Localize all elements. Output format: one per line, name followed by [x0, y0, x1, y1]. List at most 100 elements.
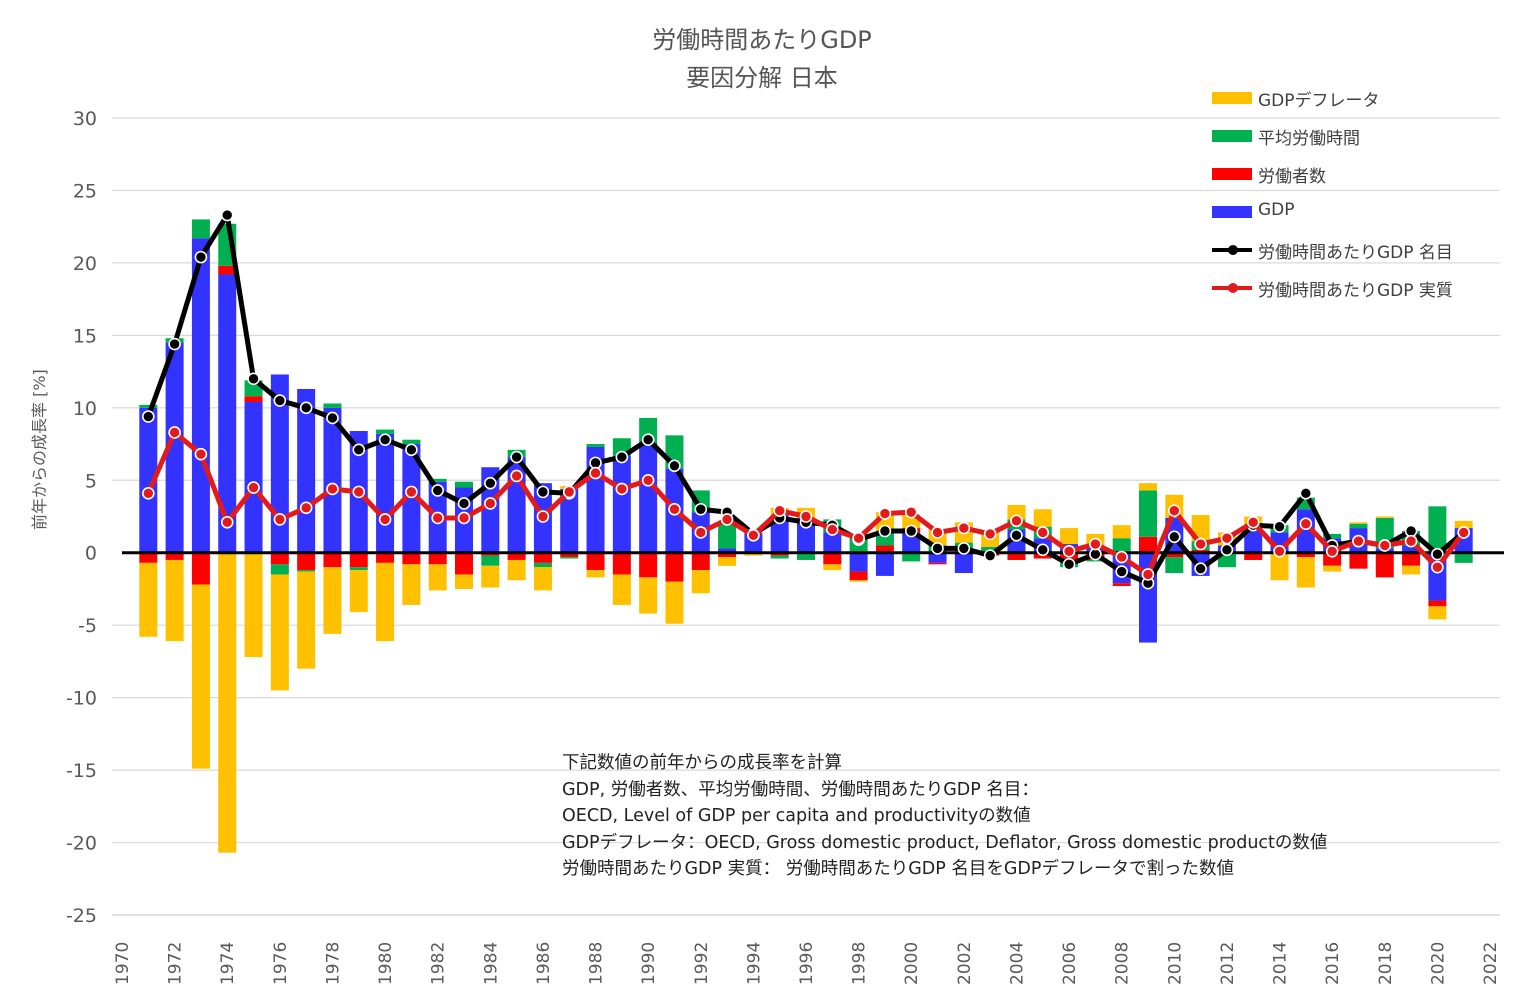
point-real [1404, 534, 1418, 548]
bar-deflator [1033, 509, 1052, 527]
note-line: OECD, Level of GDP per capita and produc… [562, 806, 1031, 826]
bar-deflator [1139, 483, 1157, 491]
source-note: 下記数値の前年からの成長率を計算 GDP, 労働者数、平均労働時間、労働時間あた… [562, 750, 1327, 883]
bar-deflator [191, 584, 210, 769]
point-real [773, 504, 786, 518]
x-tick-label: 1976 [271, 942, 291, 985]
y-tick-label: 0 [85, 543, 97, 565]
bar-workers [1296, 552, 1315, 558]
point-real [1325, 544, 1339, 558]
point-real [904, 505, 918, 519]
point-real [957, 521, 971, 535]
bar-deflator [718, 557, 737, 566]
bar-gdp [244, 402, 263, 553]
bar-deflator [612, 574, 631, 605]
bar-hours [428, 478, 447, 482]
point-real [983, 527, 997, 541]
bar-gdp [139, 407, 158, 553]
point-nominal [1431, 547, 1444, 561]
point-nominal [1273, 520, 1286, 533]
point-nominal [1194, 562, 1207, 575]
bar-workers [718, 552, 737, 558]
bar-workers [1165, 552, 1184, 558]
y-axis-label: 前年からの成長率 [%] [30, 369, 49, 530]
point-real [826, 523, 839, 536]
legend-item-workers: 労働者数 [1212, 160, 1512, 187]
bar-gdp [165, 342, 184, 553]
point-real [273, 513, 287, 526]
bar-gdp [270, 374, 289, 553]
bar-hours [586, 444, 605, 447]
bar-deflator [665, 581, 684, 624]
bar-workers [1244, 552, 1263, 560]
x-tick-label: 1996 [797, 942, 817, 985]
x-tick-label: 1978 [323, 942, 343, 985]
point-real [931, 526, 944, 539]
point-nominal [668, 459, 681, 473]
legend-marker-nominal [1228, 245, 1238, 255]
point-real [299, 501, 313, 515]
point-nominal [878, 524, 892, 538]
point-real [1299, 517, 1313, 531]
bar-hours [376, 429, 395, 434]
bar-workers [428, 552, 447, 565]
bar-hours [297, 570, 316, 572]
point-real [536, 510, 550, 523]
point-nominal [957, 542, 971, 555]
point-nominal [1062, 558, 1076, 571]
bar-workers [612, 552, 631, 575]
point-nominal [1299, 487, 1313, 500]
bar-deflator [1112, 525, 1131, 539]
bar-gdp [323, 407, 342, 553]
point-nominal [457, 497, 471, 510]
bar-gdp [560, 488, 579, 553]
legend-marker-real [1228, 283, 1238, 293]
bar-workers [165, 552, 184, 560]
point-real [1194, 537, 1207, 551]
bar-hours [1217, 554, 1236, 568]
y-tick-label: -15 [66, 760, 97, 782]
y-tick-label: 20 [73, 253, 97, 275]
bar-gdp [770, 515, 789, 553]
bar-workers [376, 552, 395, 563]
bar-workers [665, 552, 684, 582]
point-real [1431, 560, 1444, 574]
bar-hours [323, 403, 342, 408]
x-tick-label: 1970 [113, 942, 133, 985]
bar-hours [481, 555, 500, 566]
bar-deflator [218, 552, 237, 853]
bar-deflator [481, 565, 500, 588]
x-tick-label: 2016 [1323, 942, 1343, 985]
x-tick-label: 2004 [1007, 942, 1027, 985]
bar-deflator [376, 562, 395, 642]
bar-workers [928, 562, 947, 565]
bar-deflator [744, 554, 763, 556]
bar-workers [270, 552, 289, 565]
x-tick-label: 1984 [481, 942, 501, 985]
y-tick-label: 25 [73, 180, 97, 202]
y-tick-label: 30 [73, 108, 97, 130]
bar-gdp [954, 552, 973, 574]
point-nominal [273, 394, 287, 407]
bar-gdp [1402, 545, 1421, 553]
bar-hours [533, 562, 552, 568]
bar-workers [1349, 552, 1368, 569]
x-tick-label: 1994 [744, 942, 764, 985]
bar-workers [244, 396, 263, 403]
legend-label-deflator: GDPデフレータ [1258, 91, 1380, 111]
bar-workers [560, 552, 579, 558]
bar-hours [1349, 523, 1368, 529]
point-real [799, 510, 813, 523]
bar-workers [139, 552, 158, 563]
bar-hours [797, 554, 815, 560]
y-tick-label: 15 [73, 325, 97, 347]
point-real [1246, 515, 1260, 529]
bar-hours [1296, 497, 1315, 510]
bar-deflator [507, 559, 526, 581]
legend-swatch-gdp [1212, 206, 1252, 218]
point-real [878, 507, 892, 520]
point-real [1115, 550, 1128, 564]
point-real [641, 473, 655, 487]
legend-label-nominal: 労働時間あたりGDP 名目 [1258, 243, 1453, 263]
